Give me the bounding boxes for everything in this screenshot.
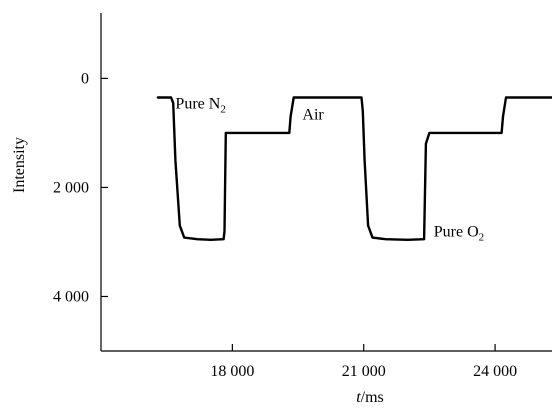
axes <box>100 13 552 352</box>
series-layer <box>156 96 552 242</box>
x-tick-label: 21 000 <box>342 363 386 380</box>
annotation-label: Pure O2 <box>434 224 484 244</box>
x-tick-label: 24 000 <box>473 363 517 380</box>
annotations: Pure N2 Air Pure O2 <box>175 95 484 243</box>
x-axis-title-variable: t <box>356 389 361 406</box>
y-axis-title: Intensity <box>11 137 28 193</box>
annotation-label: Air <box>302 106 324 123</box>
y-tick-label: 0 <box>81 70 89 87</box>
x-axis-title-unit: /ms <box>361 389 384 406</box>
annotation-label: Pure N2 <box>175 95 225 115</box>
x-axis-title: t/ms <box>356 389 384 406</box>
intensity-series-line <box>156 96 552 242</box>
y-tick-label: 2 000 <box>53 179 89 196</box>
ticks: 0 2 000 4 000 18 000 21 000 24 000 <box>53 70 517 380</box>
y-tick-label: 4 000 <box>53 288 89 305</box>
x-tick-label: 18 000 <box>210 363 254 380</box>
